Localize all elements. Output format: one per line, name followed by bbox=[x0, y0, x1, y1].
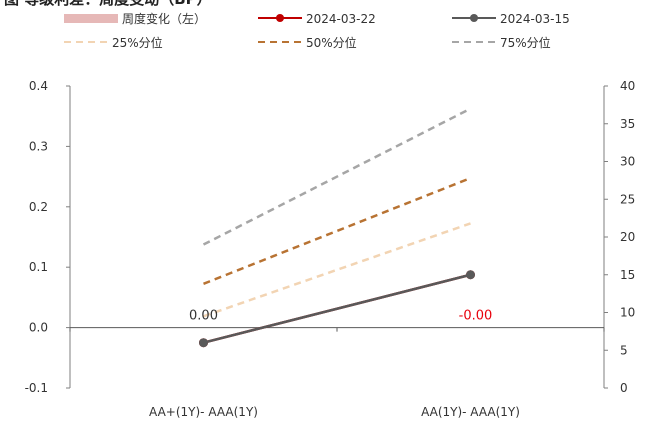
legend-item: 2024-03-15 bbox=[452, 12, 570, 26]
series-point-2024-03-15 bbox=[199, 338, 208, 348]
bar-data-label: -0.00 bbox=[459, 309, 493, 324]
left-axis-tick-label: 0.2 bbox=[29, 200, 48, 214]
right-axis-tick-label: 0 bbox=[620, 381, 628, 395]
right-axis-tick-label: 10 bbox=[620, 306, 635, 320]
legend-item: 75%分位 bbox=[452, 35, 551, 50]
legend-item: 2024-03-22 bbox=[258, 12, 376, 26]
chart-marks: 0.00 -0.00 bbox=[189, 107, 493, 348]
right-axis-tick-label: 30 bbox=[620, 155, 635, 169]
series-line-2024-03-15 bbox=[203, 273, 471, 344]
left-axis-tick-label: 0.4 bbox=[29, 79, 48, 93]
series-line-50- bbox=[203, 176, 471, 285]
legend-item: 周度变化（左） bbox=[64, 11, 206, 26]
legend-swatch bbox=[64, 14, 118, 23]
right-axis-tick-label: 5 bbox=[620, 343, 628, 357]
legend: 周度变化（左） 2024-03-22 2024-03-15 25%分位 50%分位 75%… bbox=[64, 11, 570, 50]
legend-label: 周度变化（左） bbox=[122, 11, 206, 26]
right-axis-tick-label: 40 bbox=[620, 79, 635, 93]
bar-data-label: 0.00 bbox=[189, 309, 218, 324]
left-axis-tick-label: 0.3 bbox=[29, 139, 48, 153]
category-label: AA+(1Y)- AAA(1Y) bbox=[149, 405, 258, 419]
chart-title: 图 等级利差：周度变动（BP） bbox=[4, 0, 212, 8]
legend-item: 50%分位 bbox=[258, 35, 357, 50]
left-axis-tick-label: -0.1 bbox=[25, 381, 48, 395]
legend-label: 25%分位 bbox=[112, 35, 163, 50]
legend-marker bbox=[276, 14, 284, 22]
legend-label: 2024-03-15 bbox=[500, 12, 570, 26]
right-axis-tick-label: 35 bbox=[620, 117, 635, 131]
legend-label: 2024-03-22 bbox=[306, 12, 376, 26]
legend-label: 75%分位 bbox=[500, 35, 551, 50]
axes: -0.1 0.0 0.1 0.2 0.3 0.4 0 5 10 15 20 25 30 35 40 AA+(1… bbox=[25, 79, 636, 419]
series-line-25- bbox=[203, 222, 471, 318]
category-label: AA(1Y)- AAA(1Y) bbox=[421, 405, 520, 419]
right-axis-tick-label: 20 bbox=[620, 230, 635, 244]
legend-marker bbox=[470, 14, 478, 22]
right-axis-tick-label: 25 bbox=[620, 192, 635, 206]
legend-item: 25%分位 bbox=[64, 35, 163, 50]
series-line-75- bbox=[202, 107, 472, 246]
left-axis-tick-label: 0.0 bbox=[29, 321, 48, 335]
right-axis-tick-label: 15 bbox=[620, 268, 635, 282]
series-point-2024-03-15 bbox=[466, 270, 475, 280]
legend-label: 50%分位 bbox=[306, 35, 357, 50]
left-axis-tick-label: 0.1 bbox=[29, 260, 48, 274]
